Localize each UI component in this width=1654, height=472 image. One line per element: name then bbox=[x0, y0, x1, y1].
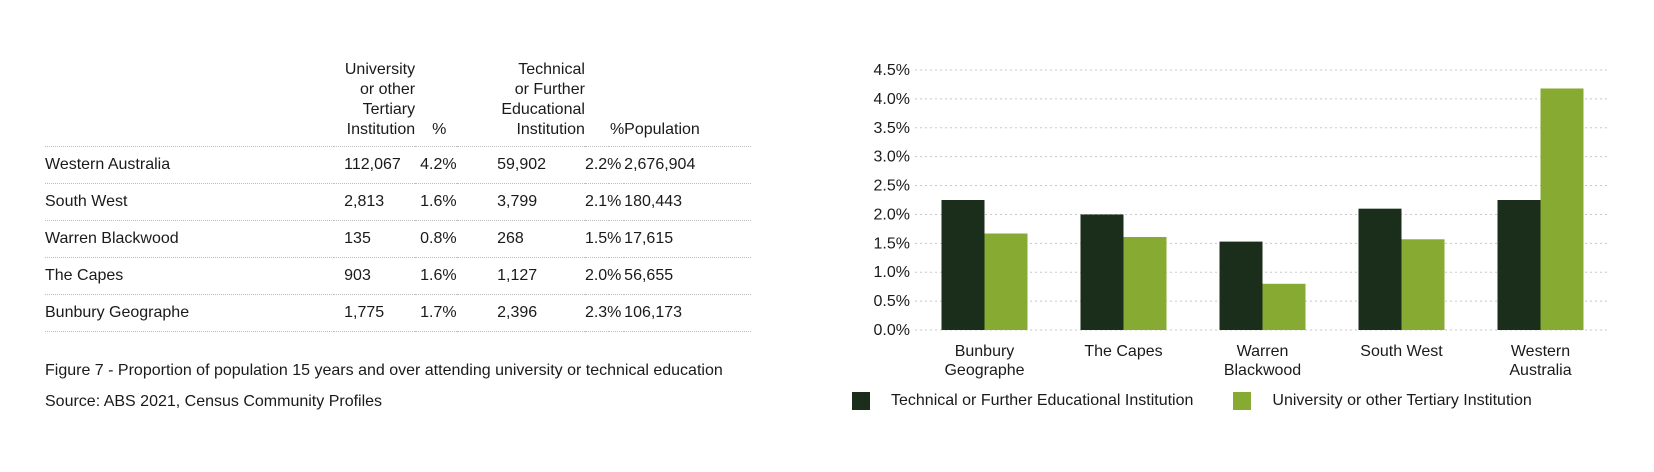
cell-university: 135 bbox=[334, 220, 416, 258]
header-university-line: or other bbox=[359, 81, 416, 98]
x-category-label-line: Warren bbox=[1237, 343, 1289, 360]
table-row: Warren Blackwood 135 0.8% 268 1.5% 17,61… bbox=[45, 220, 751, 258]
table-row: South West 2,813 1.6% 3,799 2.1% 180,443 bbox=[45, 183, 751, 221]
cell-university: 112,067 bbox=[334, 146, 416, 184]
header-technical-line: Educational bbox=[501, 101, 585, 118]
cell-university: 903 bbox=[334, 257, 416, 295]
cell-region: Western Australia bbox=[45, 146, 335, 184]
y-tick-label: 1.0% bbox=[874, 264, 910, 281]
y-tick-label: 1.5% bbox=[874, 235, 910, 252]
x-category-label-line: Blackwood bbox=[1224, 362, 1301, 379]
header-technical-line: Institution bbox=[516, 121, 585, 138]
header-university-pct: % bbox=[415, 60, 458, 147]
y-tick-label: 0.5% bbox=[874, 293, 910, 310]
header-university-line: University bbox=[344, 61, 416, 78]
legend-item-university: University or other Tertiary Institution bbox=[1233, 392, 1532, 410]
cell-region: Warren Blackwood bbox=[45, 220, 335, 258]
y-tick-label: 4.0% bbox=[874, 91, 910, 108]
header-technical-line: or Further bbox=[514, 81, 585, 98]
cell-population: 56,655 bbox=[624, 257, 751, 295]
cell-university: 1,775 bbox=[334, 294, 416, 332]
cell-population: 180,443 bbox=[624, 183, 751, 221]
cell-technical: 268 bbox=[457, 220, 585, 258]
y-tick-label: 2.5% bbox=[874, 178, 910, 195]
header-university-line: Institution bbox=[346, 121, 416, 138]
x-category-label: The Capes bbox=[1084, 343, 1162, 360]
cell-university-pct: 4.2% bbox=[415, 146, 458, 184]
header-technical: Technical or Further Educational Institu… bbox=[457, 60, 585, 147]
x-category-label: South West bbox=[1360, 343, 1443, 360]
x-category-label-line: Western bbox=[1511, 343, 1570, 360]
cell-university: 2,813 bbox=[334, 183, 416, 221]
legend-item-technical: Technical or Further Educational Institu… bbox=[852, 392, 1193, 410]
header-technical-line: Technical bbox=[518, 61, 585, 78]
bar-chart: 0.0% 0.5% 1.0% 1.5% 2.0% 2.5% 3.0% 3.5% 4.0% 4.5%… bbox=[874, 62, 1610, 379]
table-row: Western Australia 112,067 4.2% 59,902 2.… bbox=[45, 146, 751, 184]
x-category-label-line: South West bbox=[1360, 343, 1443, 360]
bar-university bbox=[1262, 283, 1306, 330]
x-category-label: Warren Blackwood bbox=[1224, 343, 1301, 379]
x-category-label: Western Australia bbox=[1509, 343, 1571, 379]
header-technical-pct: % bbox=[584, 60, 625, 147]
x-category-label: Bunbury Geographe bbox=[944, 343, 1024, 379]
table-header-row: University or other Tertiary Institution… bbox=[45, 60, 751, 147]
legend-label-university: University or other Tertiary Institution bbox=[1272, 392, 1532, 409]
cell-university-pct: 1.6% bbox=[415, 183, 458, 221]
cell-university-pct: 0.8% bbox=[415, 220, 458, 258]
legend-swatch-university bbox=[1233, 392, 1252, 410]
x-category-label-line: Geographe bbox=[944, 362, 1024, 379]
cell-university-pct: 1.6% bbox=[415, 257, 458, 295]
header-university-line: Tertiary bbox=[362, 101, 416, 118]
table-row: Bunbury Geographe 1,775 1.7% 2,396 2.3% … bbox=[45, 294, 751, 332]
bar-technical bbox=[1219, 241, 1263, 330]
y-tick-label: 4.5% bbox=[874, 62, 910, 79]
source-note: Source: ABS 2021, Census Community Profi… bbox=[45, 393, 383, 410]
bar-technical bbox=[941, 200, 985, 330]
header-population: Population bbox=[624, 60, 751, 147]
x-category-label-line: The Capes bbox=[1084, 343, 1162, 360]
bar-technical bbox=[1358, 208, 1402, 330]
figure-caption: Figure 7 - Proportion of population 15 y… bbox=[45, 362, 723, 379]
cell-population: 106,173 bbox=[624, 294, 751, 332]
cell-region: The Capes bbox=[45, 257, 335, 295]
y-tick-label: 3.5% bbox=[874, 120, 910, 137]
cell-technical-pct: 2.3% bbox=[584, 294, 625, 332]
data-table: University or other Tertiary Institution… bbox=[45, 60, 751, 332]
bar-university bbox=[1540, 88, 1584, 330]
table-row: The Capes 903 1.6% 1,127 2.0% 56,655 bbox=[45, 257, 751, 295]
x-category-label-line: Australia bbox=[1509, 362, 1571, 379]
cell-population: 2,676,904 bbox=[624, 146, 751, 184]
cell-technical-pct: 1.5% bbox=[584, 220, 625, 258]
legend-label-technical: Technical or Further Educational Institu… bbox=[891, 392, 1194, 409]
cell-technical: 2,396 bbox=[457, 294, 585, 332]
cell-technical: 3,799 bbox=[457, 183, 585, 221]
y-tick-label: 3.0% bbox=[874, 149, 910, 166]
cell-region: Bunbury Geographe bbox=[45, 294, 335, 332]
cell-technical: 59,902 bbox=[457, 146, 585, 184]
cell-technical-pct: 2.2% bbox=[584, 146, 625, 184]
cell-population: 17,615 bbox=[624, 220, 751, 258]
y-tick-label: 0.0% bbox=[874, 322, 910, 339]
cell-technical-pct: 2.0% bbox=[584, 257, 625, 295]
cell-university-pct: 1.7% bbox=[415, 294, 458, 332]
bar-university bbox=[984, 233, 1028, 330]
bar-technical bbox=[1080, 214, 1124, 330]
data-table-container: University or other Tertiary Institution… bbox=[45, 60, 751, 332]
x-category-label-line: Bunbury bbox=[955, 343, 1015, 360]
bar-technical bbox=[1497, 200, 1541, 330]
chart-legend: Technical or Further Educational Institu… bbox=[852, 392, 1532, 410]
bar-university bbox=[1401, 239, 1445, 330]
cell-technical: 1,127 bbox=[457, 257, 585, 295]
bar-university bbox=[1123, 236, 1167, 330]
y-tick-label: 2.0% bbox=[874, 206, 910, 223]
header-university: University or other Tertiary Institution bbox=[334, 60, 416, 147]
legend-swatch-technical bbox=[852, 392, 870, 410]
header-name bbox=[45, 60, 335, 147]
cell-region: South West bbox=[45, 183, 335, 221]
cell-technical-pct: 2.1% bbox=[584, 183, 625, 221]
